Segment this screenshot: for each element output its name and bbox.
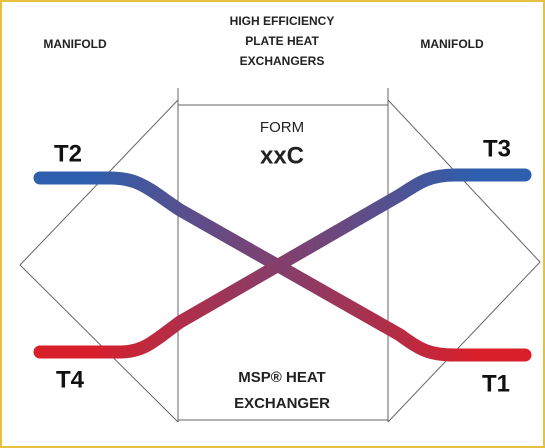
form-label: FORM	[260, 119, 304, 136]
model-label: xxC	[260, 142, 304, 169]
port-label: T2	[54, 140, 82, 167]
box-caption: EXCHANGER	[234, 395, 330, 412]
box-caption: MSP® HEAT	[238, 369, 325, 386]
manifold-label: MANIFOLD	[43, 37, 107, 51]
center-title: PLATE HEAT	[245, 34, 319, 48]
port-label: T1	[482, 370, 510, 397]
port-label: T3	[483, 135, 511, 162]
manifold-label: MANIFOLD	[420, 37, 484, 51]
center-title: HIGH EFFICIENCY	[230, 14, 335, 28]
pipe-t4-t3	[33, 168, 532, 359]
center-title: EXCHANGERS	[240, 54, 325, 68]
pipe-t2-t1	[33, 171, 532, 362]
port-label: T4	[56, 366, 85, 393]
outline	[19, 88, 541, 423]
